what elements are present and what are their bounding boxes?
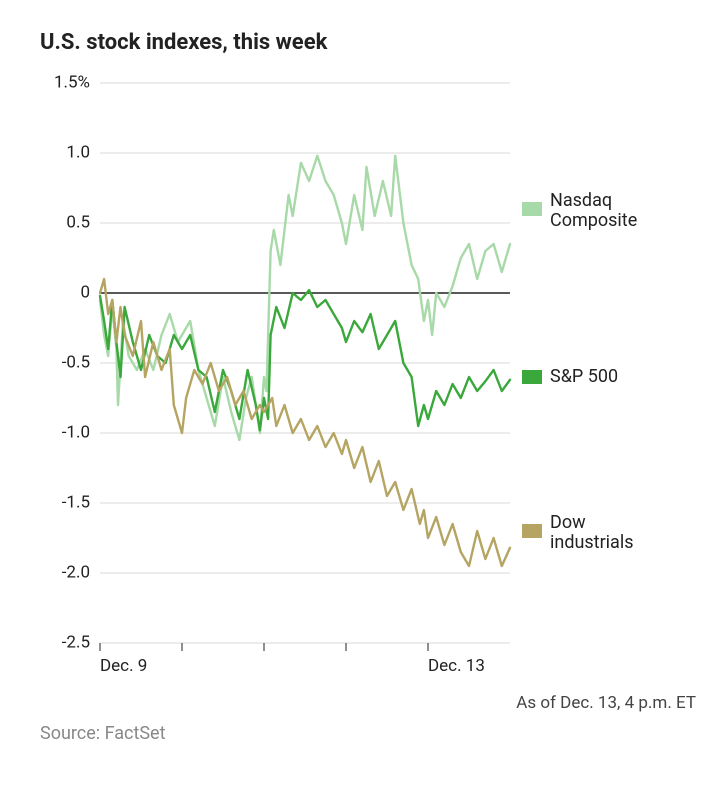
line-chart: 1.5% 1.0 0.5 0 -0.5 -1.0 -1.5 -2.0 -2.5 Dec. 9 Dec… <box>40 73 680 693</box>
y-tick-label: -1.5 <box>62 492 90 512</box>
chart-area: 1.5% 1.0 0.5 0 -0.5 -1.0 -1.5 -2.0 -2.5 Dec. 9 Dec… <box>40 73 680 693</box>
y-tick-label: 1.0 <box>66 142 90 162</box>
legend-label: Composite <box>550 210 637 231</box>
legend-label: industrials <box>550 532 634 553</box>
y-tick-label: 1.5% <box>54 73 90 92</box>
legend-label: Nasdaq <box>550 190 612 211</box>
legend-swatch <box>522 524 542 538</box>
y-tick-label: -1.0 <box>62 422 90 442</box>
source-label: Source: FactSet <box>40 723 696 744</box>
y-tick-label: 0.5 <box>66 212 90 232</box>
x-tick-label: Dec. 13 <box>428 656 485 676</box>
y-tick-label: -2.0 <box>62 562 90 582</box>
legend-swatch <box>522 202 542 216</box>
x-tick-label: Dec. 9 <box>100 656 147 676</box>
chart-footer: As of Dec. 13, 4 p.m. ET Source: FactSet <box>40 723 696 744</box>
legend-swatch <box>522 370 542 384</box>
y-tick-label: -2.5 <box>62 632 90 652</box>
legend-label: S&P 500 <box>550 366 618 387</box>
y-tick-label: 0 <box>80 282 90 302</box>
chart-container: U.S. stock indexes, this week 1.5% 1.0 0.5… <box>0 0 716 800</box>
series-line <box>100 279 510 566</box>
chart-title: U.S. stock indexes, this week <box>40 30 696 55</box>
legend-label: Dow <box>550 512 586 533</box>
as-of-label: As of Dec. 13, 4 p.m. ET <box>516 693 696 713</box>
y-tick-label: -0.5 <box>62 352 90 372</box>
series-line <box>100 290 510 430</box>
